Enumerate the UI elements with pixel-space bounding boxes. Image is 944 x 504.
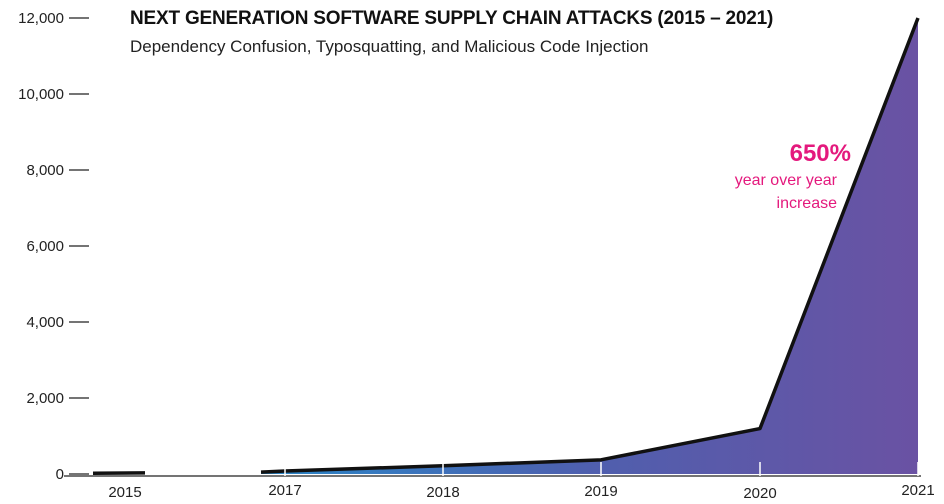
x-tick-label: 2021 <box>901 482 934 499</box>
annotation-text-line1: year over year <box>734 172 837 189</box>
x-tick-label: 2017 <box>268 482 301 499</box>
x-tick-label: 2020 <box>743 485 776 502</box>
chart-title: NEXT GENERATION SOFTWARE SUPPLY CHAIN AT… <box>130 8 774 29</box>
y-tick-label: 12,000 <box>18 10 64 27</box>
y-tick-label: 0 <box>56 466 64 483</box>
y-tick-label: 2,000 <box>26 390 64 407</box>
annotation-text-line2: increase <box>776 195 837 212</box>
area-segment-2 <box>261 18 918 474</box>
x-tick-label: 2018 <box>426 484 459 501</box>
y-tick-label: 8,000 <box>26 162 64 179</box>
annotation-value: 650% <box>789 140 851 167</box>
y-tick-label: 6,000 <box>26 238 64 255</box>
series-line-2 <box>260 17 920 474</box>
chart-subtitle: Dependency Confusion, Typosquatting, and… <box>130 37 649 56</box>
x-tick-label: 2019 <box>584 483 617 500</box>
y-tick-label: 10,000 <box>18 86 64 103</box>
x-tick-label: 2015 <box>108 484 141 501</box>
y-tick-label: 4,000 <box>26 314 64 331</box>
